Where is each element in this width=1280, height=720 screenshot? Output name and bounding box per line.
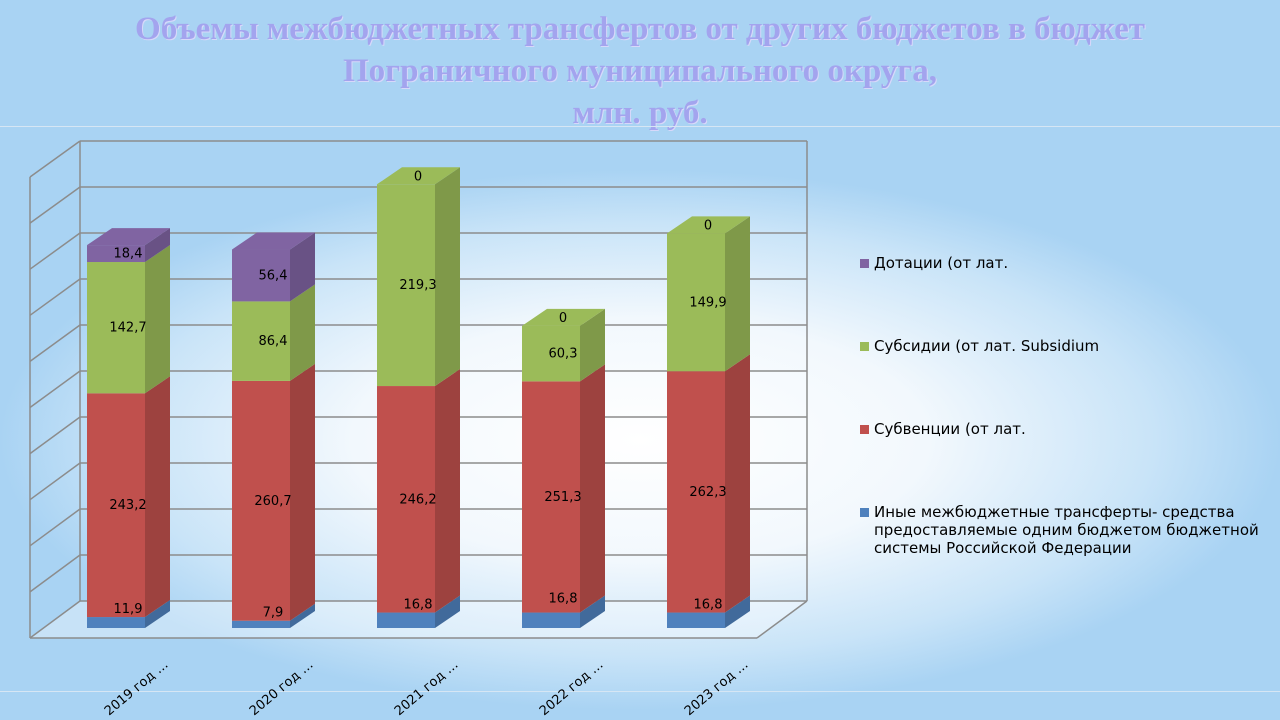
bar-segment-front — [232, 380, 290, 621]
bar-segment-front — [667, 233, 725, 372]
legend-item: Субсидии (от лат. Subsidium — [860, 337, 1264, 355]
bar-segment-side — [435, 369, 460, 613]
bar-segment-side — [290, 363, 315, 621]
bar-segment-side — [290, 603, 315, 628]
bar-segment-side — [580, 308, 605, 382]
bar-segment-front — [87, 245, 145, 263]
bar-segment-front — [232, 249, 290, 302]
bar-top-face — [377, 167, 460, 185]
bar-segment-front — [667, 371, 725, 613]
bar-top-face — [522, 308, 605, 326]
bar-segment-side — [435, 167, 460, 387]
bar-segment-side — [145, 228, 170, 263]
gridline-side — [29, 554, 81, 593]
legend-swatch — [860, 508, 869, 517]
data-label: 60,3 — [549, 347, 578, 362]
bar-segment-front — [522, 381, 580, 613]
data-label: 142,7 — [109, 321, 146, 336]
bar-segment-front — [522, 612, 580, 628]
bar-segment-front — [377, 612, 435, 628]
bar-top-face — [667, 216, 750, 234]
data-label: 16,8 — [549, 592, 578, 607]
bar-segment-side — [725, 216, 750, 372]
data-label: 251,3 — [544, 490, 581, 505]
gridline-side — [29, 140, 81, 178]
chart-title-line: Объемы межбюджетных трансфертов от други… — [135, 11, 1145, 47]
bar-segment-side — [725, 595, 750, 628]
gridline-side — [29, 600, 81, 639]
bar-segment-side — [435, 595, 460, 628]
legend-swatch — [860, 425, 869, 434]
chart-title-line: Пограничного муниципального округа, — [343, 53, 937, 89]
data-label: 260,7 — [254, 494, 291, 509]
bar-segment-side — [145, 600, 170, 628]
category-label: 2019 год … — [102, 657, 171, 719]
legend-item: Иные межбюджетные трансферты- средства п… — [860, 503, 1264, 557]
chart-area — [0, 126, 1280, 692]
data-label: 0 — [704, 218, 712, 233]
floor-right-edge — [756, 600, 808, 639]
bar-top-face — [87, 228, 170, 246]
chart-title: Объемы межбюджетных трансфертов от други… — [0, 8, 1280, 134]
data-label: 56,4 — [259, 268, 288, 283]
data-label: 149,9 — [689, 295, 726, 310]
category-label: 2021 год … — [392, 657, 461, 719]
legend-label: Субвенции (от лат. — [874, 420, 1026, 438]
gridline-side — [29, 324, 81, 363]
bar-segment-side — [725, 354, 750, 613]
bar-segment-front — [87, 262, 145, 394]
legend-swatch — [860, 259, 869, 268]
legend-label: Иные межбюджетные трансферты- средства п… — [874, 503, 1259, 557]
legend-item: Дотации (от лат. — [860, 254, 1264, 272]
chart-title-line: млн. руб. — [572, 95, 708, 131]
category-label: 2022 год … — [537, 657, 606, 719]
gridline-side — [29, 416, 81, 455]
bar-segment-side — [580, 364, 605, 613]
gridline-side — [29, 232, 81, 270]
bar-top-face — [232, 232, 315, 250]
bar-segment-side — [145, 245, 170, 394]
data-label: 0 — [414, 169, 422, 184]
legend-swatch — [860, 342, 869, 351]
bar-segment-side — [290, 284, 315, 381]
bar-segment-front — [232, 301, 290, 381]
legend-item: Субвенции (от лат. — [860, 420, 1264, 438]
legend-label: Субсидии (от лат. Subsidium — [874, 337, 1100, 355]
gridline-side — [29, 370, 81, 409]
data-label: 86,4 — [259, 334, 288, 349]
bar-segment-front — [667, 612, 725, 628]
bar-segment-front — [87, 617, 145, 628]
data-label: 16,8 — [694, 598, 723, 613]
legend-label: Дотации (от лат. — [874, 254, 1009, 272]
gridline-side — [29, 462, 81, 501]
data-label: 243,2 — [109, 498, 146, 513]
bar-segment-side — [145, 376, 170, 618]
data-label: 11,9 — [114, 602, 143, 617]
bar-segment-front — [522, 325, 580, 382]
data-label: 219,3 — [399, 278, 436, 293]
bar-segment-side — [290, 232, 315, 302]
bar-segment-front — [377, 184, 435, 387]
bar-segment-front — [232, 620, 290, 628]
bar-segment-side — [580, 595, 605, 628]
data-label: 0 — [559, 311, 567, 326]
data-label: 262,3 — [689, 485, 726, 500]
category-label: 2023 год … — [682, 657, 751, 719]
gridline-side — [29, 278, 81, 316]
data-label: 18,4 — [114, 247, 143, 262]
gridline-side — [29, 186, 81, 224]
data-label: 16,8 — [404, 598, 433, 613]
data-label: 246,2 — [399, 492, 436, 507]
bar-segment-front — [87, 393, 145, 618]
gridline-side — [29, 508, 81, 547]
category-label: 2020 год … — [247, 657, 316, 719]
bar-segment-front — [377, 386, 435, 613]
data-label: 7,9 — [263, 606, 284, 621]
